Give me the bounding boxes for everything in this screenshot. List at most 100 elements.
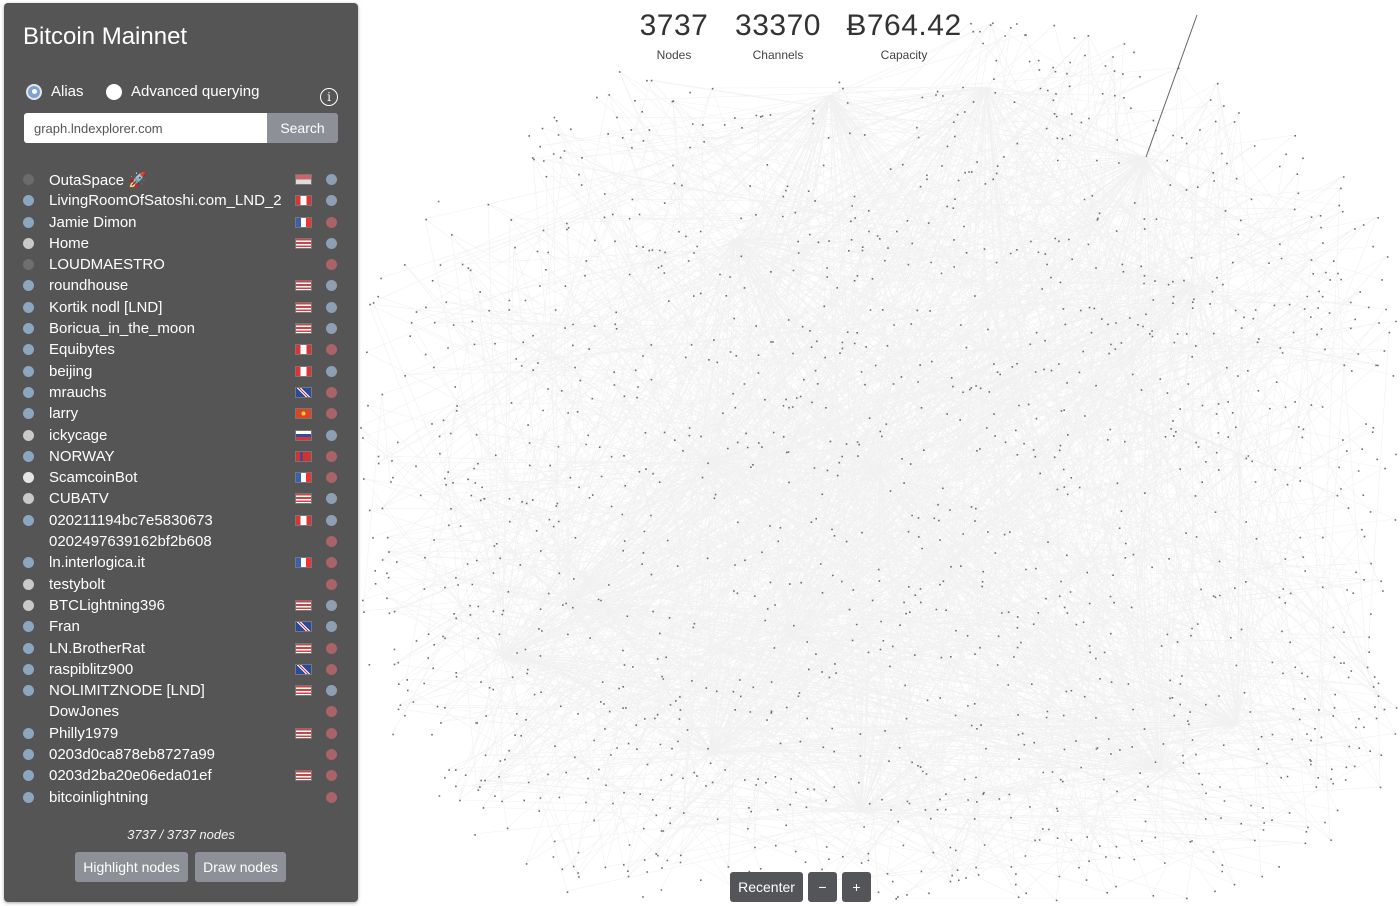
list-item[interactable]: NORWAY <box>4 446 358 467</box>
node-status-icon <box>326 621 337 633</box>
list-item[interactable]: 020211194bc7e5830673 <box>4 510 358 531</box>
node-alias: LN.BrotherRat <box>49 639 145 657</box>
node-status-icon <box>326 514 337 526</box>
node-status-icon <box>326 386 337 398</box>
node-alias: 0203d2ba20e06eda01ef <box>49 767 212 785</box>
list-item[interactable]: bitcoinlightning <box>4 787 358 807</box>
recenter-button[interactable]: Recenter <box>730 872 803 902</box>
list-item[interactable]: roundhouse <box>4 275 358 296</box>
list-item[interactable]: LOUDMAESTRO <box>4 254 358 275</box>
list-item[interactable]: Home <box>4 233 358 254</box>
country-flag-icon <box>295 770 312 782</box>
node-status-icon <box>326 450 337 462</box>
list-item[interactable]: Kortik nodl [LND] <box>4 297 358 318</box>
node-status-icon <box>326 536 337 548</box>
node-color-dot <box>23 237 34 249</box>
list-item[interactable]: Fran <box>4 616 358 637</box>
node-color-dot <box>23 706 34 718</box>
node-status-icon <box>326 791 337 803</box>
info-icon[interactable]: i <box>320 88 338 106</box>
node-color-dot <box>23 791 34 803</box>
node-status-icon <box>326 280 337 292</box>
list-item[interactable]: larry <box>4 403 358 424</box>
country-flag-icon <box>295 727 312 739</box>
node-color-dot <box>23 472 34 484</box>
node-status-icon <box>326 344 337 356</box>
node-alias: Home <box>49 234 90 252</box>
country-flag-icon <box>295 642 312 654</box>
list-item[interactable]: LivingRoomOfSatoshi.com_LND_2 <box>4 190 358 211</box>
node-status-icon <box>326 237 337 249</box>
channel-edges <box>359 14 1397 901</box>
node-status-icon <box>326 706 337 718</box>
list-item[interactable]: Boricua_in_the_moon <box>4 318 358 339</box>
node-status-icon <box>326 429 337 441</box>
node-status-icon <box>326 323 337 335</box>
stat-nodes: 3737 Nodes <box>630 8 718 62</box>
list-item[interactable]: LN.BrotherRat <box>4 638 358 659</box>
list-item[interactable]: OutaSpace 🚀 <box>4 169 358 190</box>
node-alias: CUBATV <box>49 490 109 508</box>
radio-alias[interactable]: Alias <box>26 83 84 100</box>
list-item[interactable]: Equibytes <box>4 339 358 360</box>
list-item[interactable]: Philly1979 <box>4 723 358 744</box>
node-alias: larry <box>49 405 79 423</box>
node-alias: roundhouse <box>49 277 129 295</box>
list-item[interactable]: mrauchs <box>4 382 358 403</box>
radio-alias-label: Alias <box>51 83 84 100</box>
list-item[interactable]: beijing <box>4 361 358 382</box>
search-input[interactable] <box>24 113 267 143</box>
list-item[interactable]: Jamie Dimon <box>4 212 358 233</box>
zoom-in-button[interactable]: + <box>842 872 871 902</box>
node-color-dot <box>23 770 34 782</box>
node-list[interactable]: OutaSpace 🚀 LivingRoomOfSatoshi.com_LND_2… <box>4 169 358 807</box>
node-alias: Boricua_in_the_moon <box>49 320 195 338</box>
node-color-dot <box>23 557 34 569</box>
node-alias: Philly1979 <box>49 724 119 742</box>
node-alias: NOLIMITZNODE [LND] <box>49 682 205 700</box>
zoom-out-button[interactable]: − <box>808 872 837 902</box>
list-item[interactable]: raspiblitz900 <box>4 659 358 680</box>
stat-capacity-value: Ƀ764.42 <box>846 9 962 42</box>
radio-advanced-querying[interactable]: Advanced querying <box>106 83 259 100</box>
country-flag-icon <box>295 450 312 462</box>
list-item[interactable]: ickycage <box>4 425 358 446</box>
node-alias: 020211194bc7e5830673 <box>49 511 213 529</box>
country-flag-icon <box>295 599 312 611</box>
list-item[interactable]: BTCLightning396 <box>4 595 358 616</box>
node-status-icon <box>326 259 337 271</box>
node-color-dot <box>23 493 34 505</box>
node-color-dot <box>23 301 34 313</box>
node-color-dot <box>23 386 34 398</box>
highlight-nodes-button[interactable]: Highlight nodes <box>75 852 188 882</box>
stat-capacity: Ƀ764.42 Capacity <box>840 8 968 62</box>
draw-nodes-button[interactable]: Draw nodes <box>195 852 286 882</box>
node-color-dot <box>23 450 34 462</box>
search-button[interactable]: Search <box>267 113 338 143</box>
node-status-icon <box>326 216 337 228</box>
country-flag-icon <box>295 493 312 505</box>
list-item[interactable]: 0202497639162bf2b608 <box>4 531 358 552</box>
node-alias: Jamie Dimon <box>49 213 137 231</box>
node-alias: DowJones <box>49 703 120 721</box>
list-item[interactable]: NOLIMITZNODE [LND] <box>4 680 358 701</box>
list-item[interactable]: DowJones <box>4 701 358 722</box>
country-flag-icon <box>295 663 312 675</box>
radio-unchecked-icon[interactable] <box>106 83 122 100</box>
country-flag-icon <box>295 216 312 228</box>
node-status-icon <box>326 493 337 505</box>
stat-channels-value: 33370 <box>735 9 821 42</box>
list-item[interactable]: ScamcoinBot <box>4 467 358 488</box>
node-color-dot <box>23 536 34 548</box>
node-status-icon <box>326 727 337 739</box>
list-item[interactable]: CUBATV <box>4 488 358 509</box>
radio-checked-icon[interactable] <box>26 83 42 100</box>
list-item[interactable]: 0203d0ca878eb8727a99 <box>4 744 358 765</box>
list-item[interactable]: ln.interlogica.it <box>4 552 358 573</box>
node-status-icon <box>326 663 337 675</box>
node-alias: LOUDMAESTRO <box>49 256 165 274</box>
node-alias: 0202497639162bf2b608 <box>49 533 212 551</box>
list-item[interactable]: testybolt <box>4 574 358 595</box>
list-item[interactable]: 0203d2ba20e06eda01ef <box>4 765 358 786</box>
